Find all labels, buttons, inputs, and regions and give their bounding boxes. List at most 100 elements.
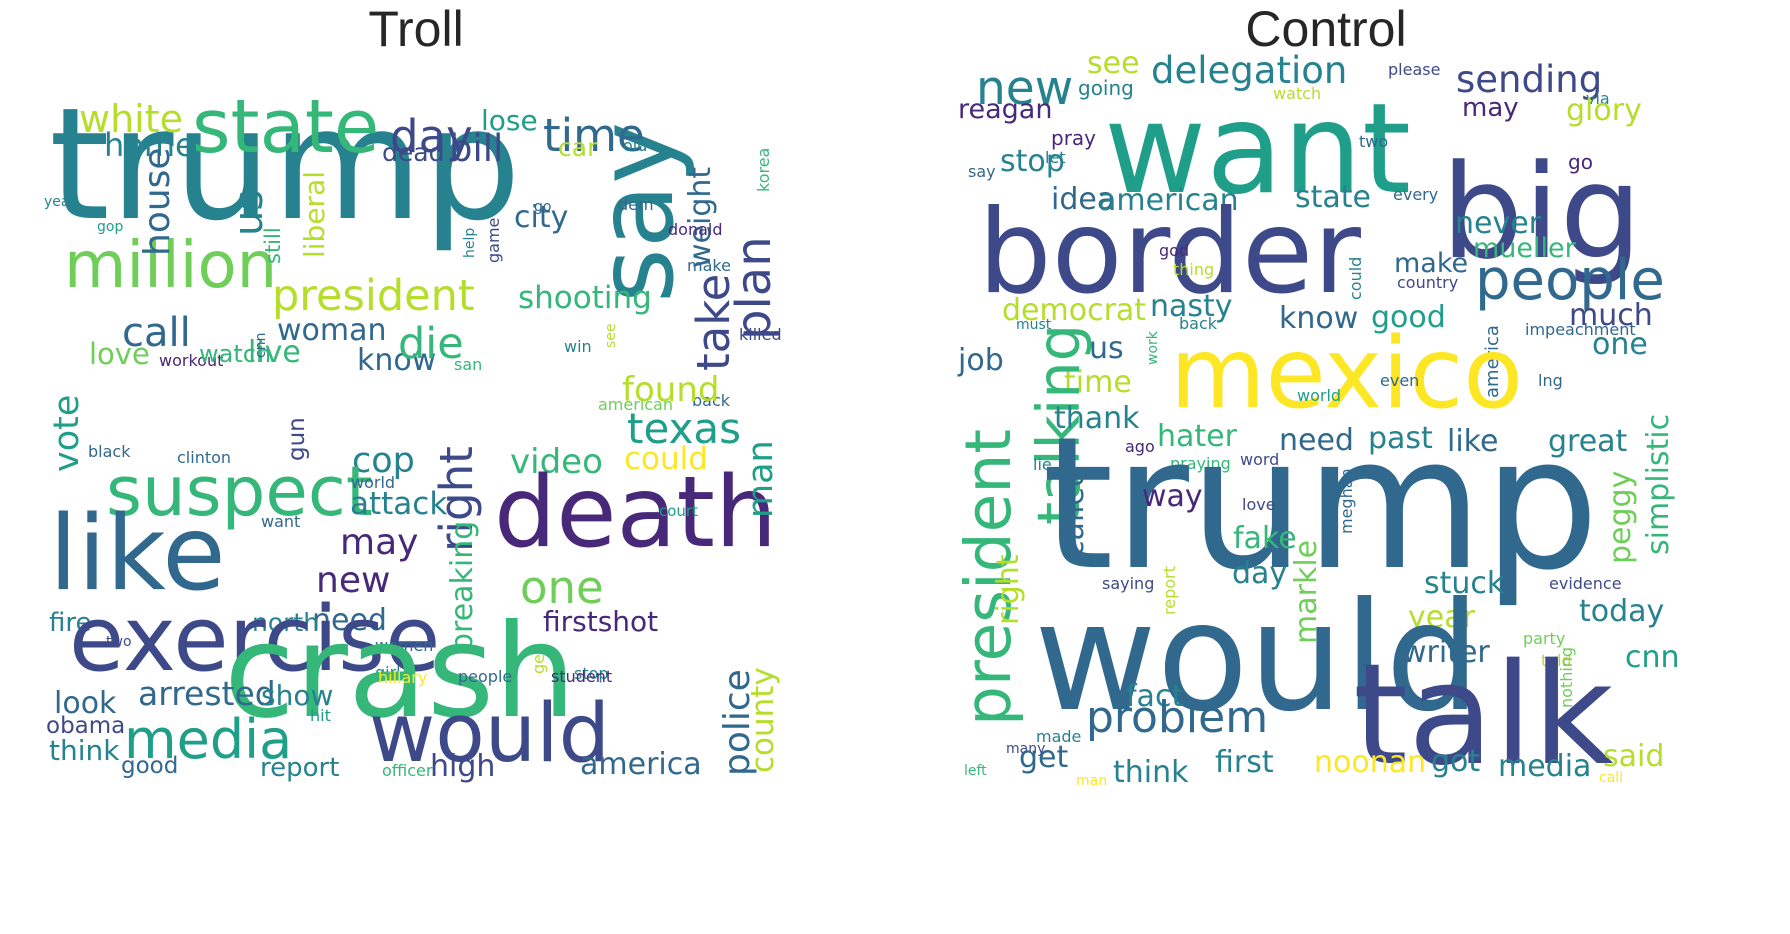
- cloud-word-control-america: america: [1482, 325, 1503, 398]
- cloud-word-control-made: made: [1036, 727, 1081, 746]
- cloud-word-control-noonan: noonan: [1314, 745, 1426, 780]
- cloud-word-troll-old: old: [623, 136, 647, 155]
- cloud-word-control-job: job: [957, 343, 1004, 378]
- cloud-word-control-please: please: [1388, 60, 1440, 79]
- cloud-word-control-thank: thank: [1054, 401, 1140, 436]
- cloud-word-troll-gop: gop: [97, 219, 123, 235]
- cloud-word-control-writer: writer: [1402, 635, 1490, 670]
- cloud-word-troll-state: state: [192, 84, 379, 170]
- cloud-word-control-party: party: [1523, 629, 1565, 648]
- cloud-word-troll-white: white: [79, 97, 183, 141]
- cloud-word-troll-shooting: shooting: [518, 280, 652, 316]
- cloud-word-control-country: country: [1397, 273, 1458, 292]
- cloud-word-control-go: go: [1568, 150, 1593, 174]
- cloud-word-control-right: right: [991, 554, 1026, 625]
- cloud-word-troll-report: report: [260, 753, 339, 783]
- cloud-word-control-via: via: [1586, 89, 1610, 108]
- cloud-word-control-media: media: [1498, 749, 1591, 784]
- cloud-word-troll-police: police: [717, 669, 758, 776]
- cloud-word-control-love: love: [1242, 495, 1276, 514]
- cloud-word-control-work: work: [1145, 330, 1161, 365]
- cloud-word-troll-love: love: [89, 337, 150, 371]
- cloud-word-control-call: call: [1599, 770, 1623, 786]
- cloud-word-control-hater: hater: [1157, 419, 1238, 454]
- cloud-word-troll-women: women: [375, 636, 433, 655]
- cloud-word-control-today: today: [1579, 594, 1664, 629]
- cloud-word-control-big: big: [1441, 136, 1642, 288]
- cloud-word-control-watch: watch: [1273, 84, 1321, 103]
- cloud-word-control-idea: idea: [1051, 182, 1115, 217]
- cloud-word-control-nothing: nothing: [1557, 647, 1576, 708]
- cloud-word-control-may: may: [1462, 93, 1519, 123]
- cloud-word-troll-say: say: [575, 122, 697, 303]
- cloud-word-control-president: president: [954, 429, 1025, 726]
- cloud-word-troll-fire: fire: [49, 608, 92, 638]
- cloud-word-control-report: report: [1160, 566, 1179, 615]
- cloud-word-troll-get: get: [529, 648, 548, 674]
- cloud-word-control-meghan: meghan: [1337, 468, 1356, 534]
- cloud-word-troll-court: court: [659, 502, 698, 520]
- cloud-word-troll-korea: korea: [754, 148, 773, 192]
- cloud-word-troll-one: one: [520, 561, 604, 614]
- cloud-word-control-would: would: [1034, 571, 1480, 745]
- cloud-word-troll-make: make: [687, 256, 731, 275]
- cloud-word-troll-san: san: [454, 355, 482, 374]
- cloud-word-troll-firstshot: firstshot: [543, 605, 658, 638]
- cloud-word-troll-million: million: [64, 229, 277, 303]
- cloud-word-control-us: us: [1089, 331, 1124, 366]
- cloud-word-control-democrat: democrat: [1002, 293, 1146, 328]
- cloud-word-troll-take: take: [687, 274, 740, 371]
- cloud-word-control-way: way: [1142, 479, 1203, 514]
- cloud-word-troll-live: live: [248, 335, 301, 370]
- cloud-word-control-back: back: [1179, 314, 1218, 333]
- cloud-word-control-time: time: [1064, 365, 1132, 400]
- cloud-word-control-word: word: [1240, 450, 1279, 469]
- cloud-word-control-every: every: [1393, 185, 1438, 204]
- cloud-word-troll-would: would: [369, 687, 610, 781]
- cloud-word-control-many: many: [1006, 741, 1045, 757]
- cloud-word-control-get: get: [1019, 740, 1069, 775]
- cloud-word-control-lie: lie: [1033, 455, 1052, 474]
- cloud-word-control-day: day: [1232, 556, 1287, 591]
- cloud-word-troll-arrested: arrested: [138, 674, 276, 713]
- cloud-word-control-think: think: [1113, 755, 1189, 790]
- cloud-word-troll-county: county: [745, 667, 781, 773]
- cloud-word-troll-death: death: [494, 456, 777, 570]
- cloud-word-control-said: said: [1603, 739, 1664, 774]
- cloud-word-control-good: good: [1371, 300, 1446, 335]
- cloud-word-troll-watch: watch: [199, 340, 271, 368]
- cloud-word-control-past: past: [1368, 421, 1433, 456]
- cloud-word-troll-time: time: [543, 109, 645, 162]
- cloud-word-control-people: people: [1475, 248, 1665, 313]
- cloud-word-troll-liberal: liberal: [298, 171, 331, 258]
- cloud-word-troll-call: call: [122, 310, 191, 356]
- cloud-word-troll-people: people: [458, 667, 512, 686]
- cloud-word-troll-cop: cop: [352, 441, 415, 481]
- cloud-word-troll-high: high: [430, 749, 495, 784]
- cloud-word-troll-think: think: [49, 734, 120, 767]
- cloud-word-troll-go: go: [534, 199, 551, 215]
- cloud-word-troll-help: help: [462, 228, 478, 258]
- cloud-word-control-one: one: [1592, 327, 1648, 362]
- cloud-word-control-make: make: [1394, 248, 1468, 279]
- cloud-word-troll-hit: hit: [310, 706, 331, 725]
- cloud-word-troll-weight: weight: [683, 167, 718, 268]
- cloud-word-control-border: border: [978, 185, 1361, 320]
- cloud-word-troll-media: media: [124, 708, 292, 771]
- cloud-word-control-great: great: [1548, 424, 1628, 459]
- cloud-word-control-markle: markle: [1289, 540, 1324, 644]
- cloud-word-troll-black: black: [88, 442, 131, 461]
- cloud-word-troll-like: like: [49, 494, 226, 614]
- cloud-word-troll-want: want: [261, 512, 300, 531]
- cloud-word-control-say: say: [968, 162, 996, 181]
- cloud-word-troll-two: two: [106, 634, 132, 650]
- cloud-word-control-delegation: delegation: [1151, 49, 1347, 92]
- cloud-word-troll-year: year: [44, 194, 75, 210]
- cloud-word-troll-dead: dead: [382, 138, 444, 167]
- cloud-word-troll-could: could: [624, 441, 708, 477]
- cloud-word-control-got: got: [1431, 744, 1480, 779]
- cloud-word-control-never: never: [1455, 206, 1542, 241]
- cloud-word-control-want: want: [1104, 77, 1411, 222]
- title-troll: Troll: [368, 1, 464, 57]
